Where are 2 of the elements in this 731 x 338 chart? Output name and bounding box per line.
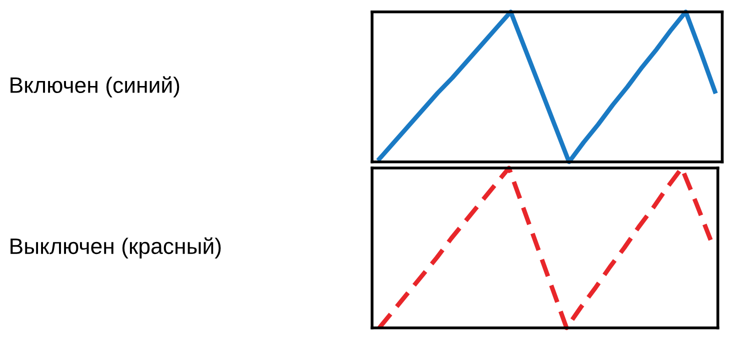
text: Включен (синий) <box>10 76 180 98</box>
text: Выключен (красный) <box>10 237 221 258</box>
